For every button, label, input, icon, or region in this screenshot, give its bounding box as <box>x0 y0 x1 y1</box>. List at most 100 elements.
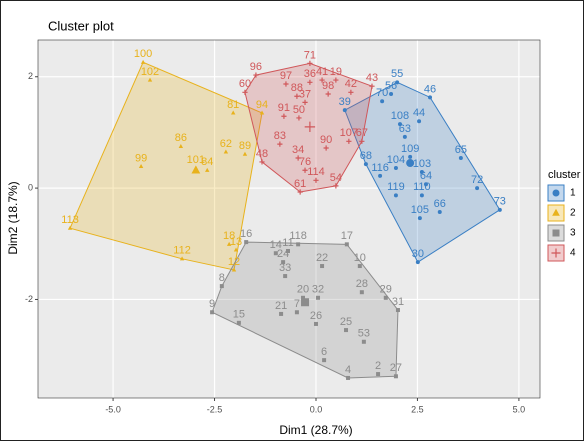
point-label: 114 <box>307 166 325 178</box>
point-label: 48 <box>256 148 268 160</box>
point <box>363 162 368 167</box>
point <box>147 77 153 82</box>
point <box>475 186 480 191</box>
point <box>302 99 308 105</box>
point <box>552 229 560 237</box>
point <box>383 295 388 300</box>
point-label: 6 <box>321 346 327 358</box>
point-label: 32 <box>312 284 324 296</box>
legend-item: 1 <box>547 184 576 202</box>
point-label: 73 <box>494 196 506 208</box>
cluster-hull <box>69 61 263 271</box>
point <box>302 167 308 173</box>
point-label: 28 <box>356 278 368 290</box>
point <box>178 143 184 148</box>
point <box>219 284 224 289</box>
point <box>273 251 278 256</box>
point-label: 24 <box>277 248 289 260</box>
point <box>344 328 349 333</box>
point-label: 97 <box>280 70 292 82</box>
point-label: 107 <box>340 127 358 139</box>
point <box>277 141 283 147</box>
point <box>551 248 561 258</box>
point-label: 67 <box>356 127 368 139</box>
point <box>552 208 560 216</box>
point-label: 18 <box>223 230 235 242</box>
point <box>320 264 325 269</box>
point-label: 11 <box>282 237 293 249</box>
point <box>313 177 319 183</box>
point <box>67 225 73 230</box>
legend-item: 3 <box>547 224 576 242</box>
point <box>378 173 383 178</box>
point-label: 96 <box>250 61 262 73</box>
point <box>408 154 413 159</box>
cluster-hull <box>211 241 399 379</box>
point-label: 54 <box>330 172 342 184</box>
point-label: 104 <box>387 154 405 166</box>
point-label: 113 <box>61 214 79 226</box>
point-label: 101 <box>187 154 205 166</box>
point-label: 22 <box>316 252 328 264</box>
x-tick-label: 0.0 <box>310 404 323 414</box>
point <box>140 59 146 64</box>
point-label: 90 <box>320 134 332 146</box>
point <box>393 166 398 171</box>
point-label: 65 <box>455 144 467 156</box>
point <box>259 110 265 115</box>
point <box>325 91 331 97</box>
point <box>389 92 394 97</box>
point-label: 50 <box>293 104 305 116</box>
point-label: 60 <box>239 78 251 90</box>
point-label: 31 <box>392 296 404 308</box>
point-label: 99 <box>135 152 147 164</box>
point <box>419 193 424 198</box>
point-label: 25 <box>340 316 352 328</box>
point <box>210 310 215 315</box>
legend-label: 4 <box>570 248 576 259</box>
point-label: 102 <box>141 66 159 78</box>
point <box>395 308 400 313</box>
point <box>402 134 407 139</box>
point-label: 109 <box>401 143 419 155</box>
point-label: 68 <box>360 150 372 162</box>
point <box>301 295 306 300</box>
point <box>297 189 303 195</box>
point-label: 88 <box>291 82 303 94</box>
point-label: 62 <box>220 138 232 150</box>
point <box>322 358 327 363</box>
point-label: 19 <box>330 66 342 78</box>
y-tick-label: 2 <box>28 71 33 81</box>
panel-border <box>37 39 541 399</box>
point <box>415 260 420 265</box>
point <box>323 145 329 151</box>
point-label: 63 <box>399 123 411 135</box>
point-label: 91 <box>278 102 290 114</box>
point <box>342 108 347 113</box>
point <box>406 159 415 168</box>
point <box>281 260 286 265</box>
point <box>419 169 424 174</box>
point <box>348 89 354 95</box>
point <box>296 242 301 247</box>
point <box>359 138 365 144</box>
point-label: 20 <box>297 284 309 296</box>
point-label: 86 <box>175 132 187 144</box>
point-label: 70 <box>376 87 388 99</box>
point-label: 4 <box>345 364 351 376</box>
point-label: 41 <box>316 66 328 78</box>
point-label: 39 <box>339 96 351 108</box>
point <box>244 240 249 245</box>
x-tick-label: 5.0 <box>513 404 526 414</box>
point <box>376 372 381 377</box>
point <box>191 165 201 174</box>
point-label: 43 <box>366 72 378 84</box>
point <box>230 110 236 115</box>
point-label: 119 <box>387 181 405 193</box>
point-label: 30 <box>412 248 424 260</box>
point-label: 46 <box>424 83 436 95</box>
plot-panel <box>38 40 540 398</box>
point-label: 34 <box>292 144 304 156</box>
point-label: 8 <box>219 272 225 284</box>
point <box>236 320 241 325</box>
